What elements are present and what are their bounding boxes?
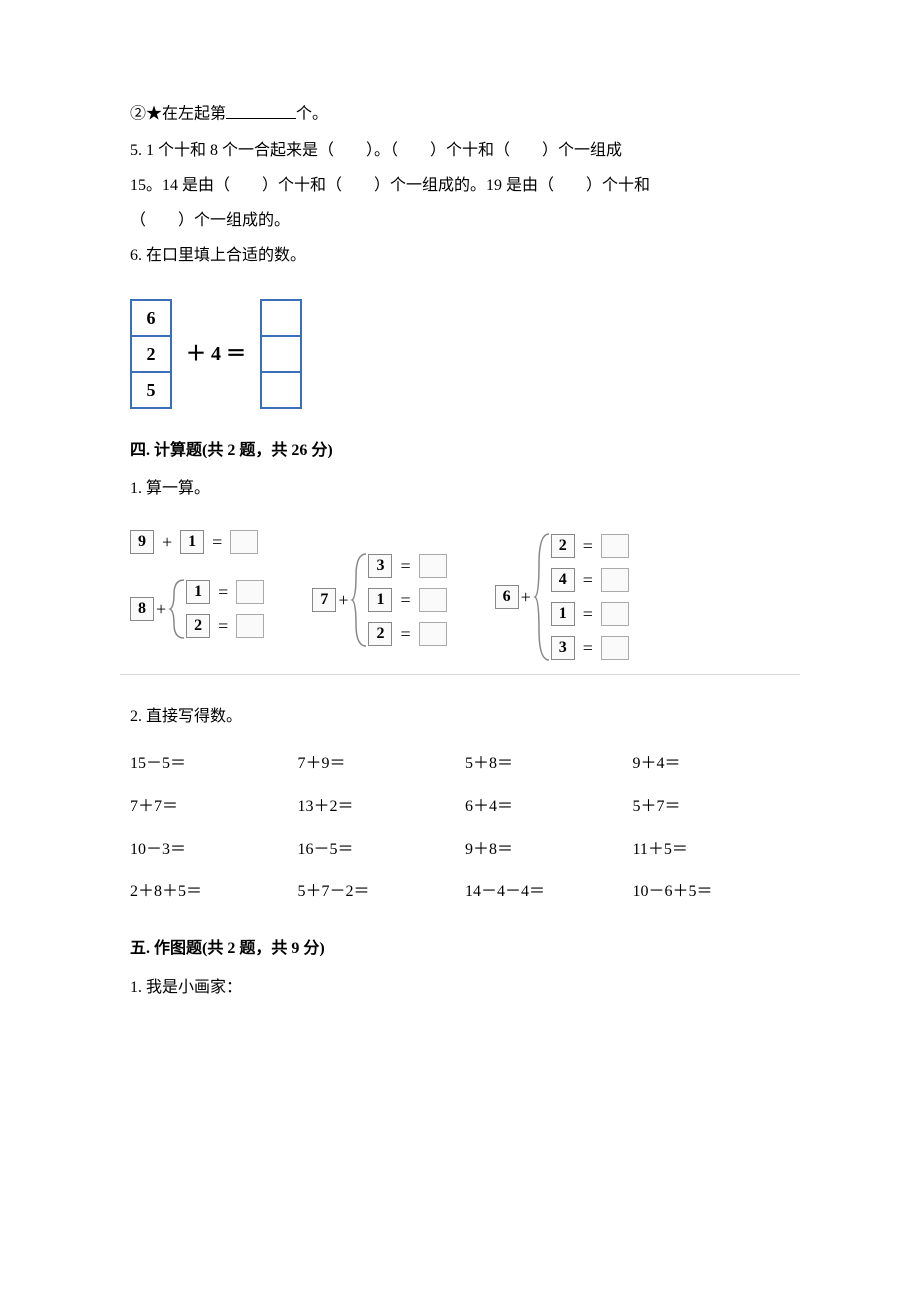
question-6-title: 6. 在口里填上合适的数。 (130, 242, 790, 271)
calc-group-2: 7 + 3 = 1 = (312, 552, 446, 648)
calc-cell: 9＋4＝ (633, 750, 791, 779)
question-5: 5. 1 个十和 8 个一合起来是（ ）。（ ）个十和（ ）个一组成 15。14… (130, 137, 790, 235)
equals-icon: = (210, 526, 224, 558)
g3-br-2: 1 = (551, 600, 629, 628)
calc-cell: 5＋7＝ (633, 793, 791, 822)
g1-br-0: 1 = (186, 578, 264, 606)
plus-icon: + (336, 584, 350, 616)
g1-base: 8 (130, 597, 154, 621)
g1-br-1: 2 = (186, 612, 264, 640)
g2-base: 7 (312, 588, 336, 612)
g2-br-1: 1 = (368, 586, 446, 614)
g2-br0-ans[interactable] (419, 554, 447, 578)
g1-b: 1 (180, 530, 204, 554)
g2-br-2: 2 = (368, 620, 446, 648)
calc-cell: 6＋4＝ (465, 793, 623, 822)
g2-br-0: 3 = (368, 552, 446, 580)
question-6-diagram: 6 2 5 ＋ 4 ＝ (130, 299, 790, 409)
g3-brace-group: 6 + 2 = 4 = (495, 532, 629, 662)
calc-cell: 14－4－4＝ (465, 878, 623, 907)
g3-br-1: 4 = (551, 566, 629, 594)
g2-branches: 3 = 1 = 2 = (368, 552, 446, 648)
plus-icon: + (160, 526, 174, 558)
q6-left-column: 6 2 5 (130, 299, 172, 409)
g3-br-0: 2 = (551, 532, 629, 560)
g3-branches: 2 = 4 = 1 = 3 (551, 532, 629, 662)
question-2-star: ②★在左起第个。 (130, 100, 790, 129)
section-5-header: 五. 作图题(共 2 题，共 9 分) (130, 935, 790, 964)
q5-line2: 15。14 是由（ ）个十和（ ）个一组成的。19 是由（ ）个十和 (130, 172, 790, 201)
s4-q1-title: 1. 算一算。 (130, 475, 790, 504)
q6-right-cell-2[interactable] (262, 373, 300, 407)
plus-icon: + (519, 581, 533, 613)
g3-base: 6 (495, 585, 519, 609)
calc-cell: 9＋8＝ (465, 836, 623, 865)
worksheet-page: ②★在左起第个。 5. 1 个十和 8 个一合起来是（ ）。（ ）个十和（ ）个… (0, 0, 920, 1302)
g1-head-eq: 9 + 1 = (130, 528, 258, 556)
q6-left-cell-2: 5 (132, 373, 170, 407)
calc-cell: 10－3＝ (130, 836, 288, 865)
q6-left-cell-0: 6 (132, 301, 170, 337)
g3-br0-ans[interactable] (601, 534, 629, 558)
section-4-header: 四. 计算题(共 2 题，共 26 分) (130, 437, 790, 466)
g2-br1-v: 1 (368, 588, 392, 612)
calc-cell: 10－6＋5＝ (633, 878, 791, 907)
g1-br1-ans[interactable] (236, 614, 264, 638)
g1-br0-ans[interactable] (236, 580, 264, 604)
q6-right-cell-1[interactable] (262, 337, 300, 373)
g3-br3-v: 3 (551, 636, 575, 660)
brace-icon (533, 532, 551, 662)
calc-cell: 5＋7－2＝ (298, 878, 456, 907)
g1-head-answer[interactable] (230, 530, 258, 554)
calc-cell: 16－5＝ (298, 836, 456, 865)
blank-q2[interactable] (226, 100, 296, 119)
q6-left-cell-1: 2 (132, 337, 170, 373)
q5-line1: 5. 1 个十和 8 个一合起来是（ ）。（ ）个十和（ ）个一组成 (130, 137, 790, 166)
calc-cell: 2＋8＋5＝ (130, 878, 288, 907)
calc-cell: 7＋7＝ (130, 793, 288, 822)
q5-line3: （ ）个一组成的。 (130, 207, 790, 236)
g2-br2-v: 2 (368, 622, 392, 646)
g2-br2-ans[interactable] (419, 622, 447, 646)
divider (120, 674, 800, 675)
g2-br1-ans[interactable] (419, 588, 447, 612)
q6-right-cell-0[interactable] (262, 301, 300, 337)
g3-br1-ans[interactable] (601, 568, 629, 592)
g1-br0-v: 1 (186, 580, 210, 604)
calc-cell: 13＋2＝ (298, 793, 456, 822)
calc-cell: 7＋9＝ (298, 750, 456, 779)
g1-branches: 1 = 2 = (186, 578, 264, 640)
s4-q1-diagram: 9 + 1 = 8 + 1 = (130, 528, 790, 668)
s4-q2-grid: 15－5＝ 7＋9＝ 5＋8＝ 9＋4＝ 7＋7＝ 13＋2＝ 6＋4＝ 5＋7… (130, 750, 790, 907)
calc-group-1: 9 + 1 = 8 + 1 = (130, 528, 264, 640)
q6-operator: ＋ 4 ＝ (186, 336, 246, 372)
calc-cell: 11＋5＝ (633, 836, 791, 865)
s4-q2-title: 2. 直接写得数。 (130, 703, 790, 732)
calc-cell: 15－5＝ (130, 750, 288, 779)
g3-br0-v: 2 (551, 534, 575, 558)
plus-icon: + (154, 593, 168, 625)
g1-br1-v: 2 (186, 614, 210, 638)
g3-br2-ans[interactable] (601, 602, 629, 626)
calc-cell: 5＋8＝ (465, 750, 623, 779)
g3-br1-v: 4 (551, 568, 575, 592)
brace-icon (350, 552, 368, 648)
g1-a: 9 (130, 530, 154, 554)
brace-icon (168, 578, 186, 640)
g3-br2-v: 1 (551, 602, 575, 626)
g2-br0-v: 3 (368, 554, 392, 578)
s5-q1-title: 1. 我是小画家： (130, 974, 790, 1003)
g3-br-3: 3 = (551, 634, 629, 662)
g3-br3-ans[interactable] (601, 636, 629, 660)
q6-right-column (260, 299, 302, 409)
g1-brace-group: 8 + 1 = 2 = (130, 578, 264, 640)
g2-brace-group: 7 + 3 = 1 = (312, 552, 446, 648)
calc-group-3: 6 + 2 = 4 = (495, 532, 629, 662)
